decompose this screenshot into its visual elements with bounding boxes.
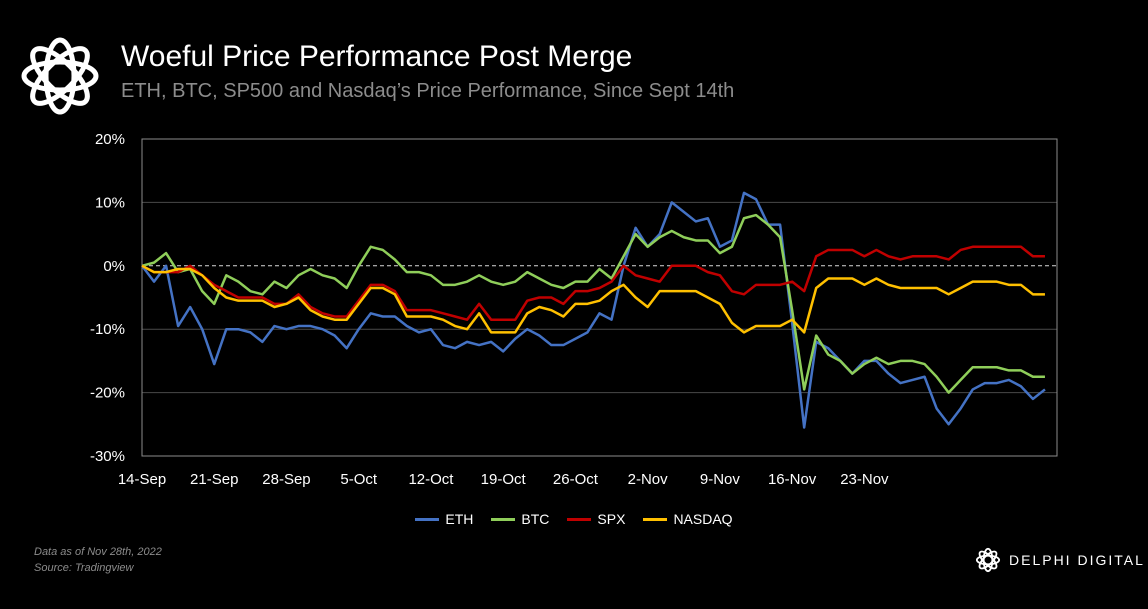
x-tick-label: 5-Oct — [340, 471, 378, 488]
legend-item-eth: ETH — [415, 511, 473, 527]
series-line-nasdaq — [141, 264, 1045, 334]
source-note: Source: Tradingview — [34, 562, 134, 574]
legend-swatch — [491, 517, 516, 521]
x-tick-label: 16-Nov — [768, 471, 817, 488]
legend-label: BTC — [521, 511, 550, 527]
brand-logo[interactable]: DELPHI DIGITAL — [975, 547, 1145, 573]
chart-subtitle: ETH, BTC, SP500 and Nasdaq’s Price Perfo… — [121, 80, 735, 102]
legend-item-btc: BTC — [491, 511, 549, 527]
x-tick-label: 19-Oct — [481, 471, 527, 488]
y-tick-label: -20% — [90, 385, 125, 402]
legend-label: ETH — [445, 511, 474, 527]
series-line-btc — [141, 213, 1045, 394]
x-tick-label: 26-Oct — [553, 471, 599, 488]
x-tick-label: 23-Nov — [840, 471, 889, 488]
delphi-logo-icon — [975, 547, 1001, 573]
y-tick-label: 20% — [95, 131, 125, 148]
chart-legend: ETH BTC SPX NASDAQ — [0, 511, 1148, 527]
legend-item-nasdaq: NASDAQ — [643, 511, 733, 527]
x-tick-label: 9-Nov — [700, 471, 741, 488]
legend-swatch — [415, 517, 440, 521]
y-tick-label: 10% — [95, 194, 125, 211]
legend-swatch — [643, 517, 668, 521]
plot-frame — [141, 138, 1058, 457]
chart-title: Woeful Price Performance Post Merge — [121, 40, 633, 73]
y-tick-label: 0% — [103, 258, 125, 275]
y-tick-label: -10% — [90, 321, 125, 338]
x-tick-label: 2-Nov — [628, 471, 669, 488]
delphi-logo-icon — [21, 37, 99, 115]
x-tick-label: 12-Oct — [408, 471, 454, 488]
legend-item-spx: SPX — [567, 511, 625, 527]
series-line-spx — [141, 245, 1045, 321]
legend-label: SPX — [597, 511, 626, 527]
legend-label: NASDAQ — [673, 511, 733, 527]
brand-name: DELPHI DIGITAL — [1009, 552, 1145, 568]
x-tick-label: 21-Sep — [190, 471, 238, 488]
series-line-eth — [141, 191, 1046, 429]
y-tick-label: -30% — [90, 448, 125, 465]
legend-swatch — [567, 517, 592, 521]
x-tick-label: 14-Sep — [118, 471, 166, 488]
data-date-note: Data as of Nov 28th, 2022 — [34, 546, 162, 558]
x-tick-label: 28-Sep — [262, 471, 310, 488]
